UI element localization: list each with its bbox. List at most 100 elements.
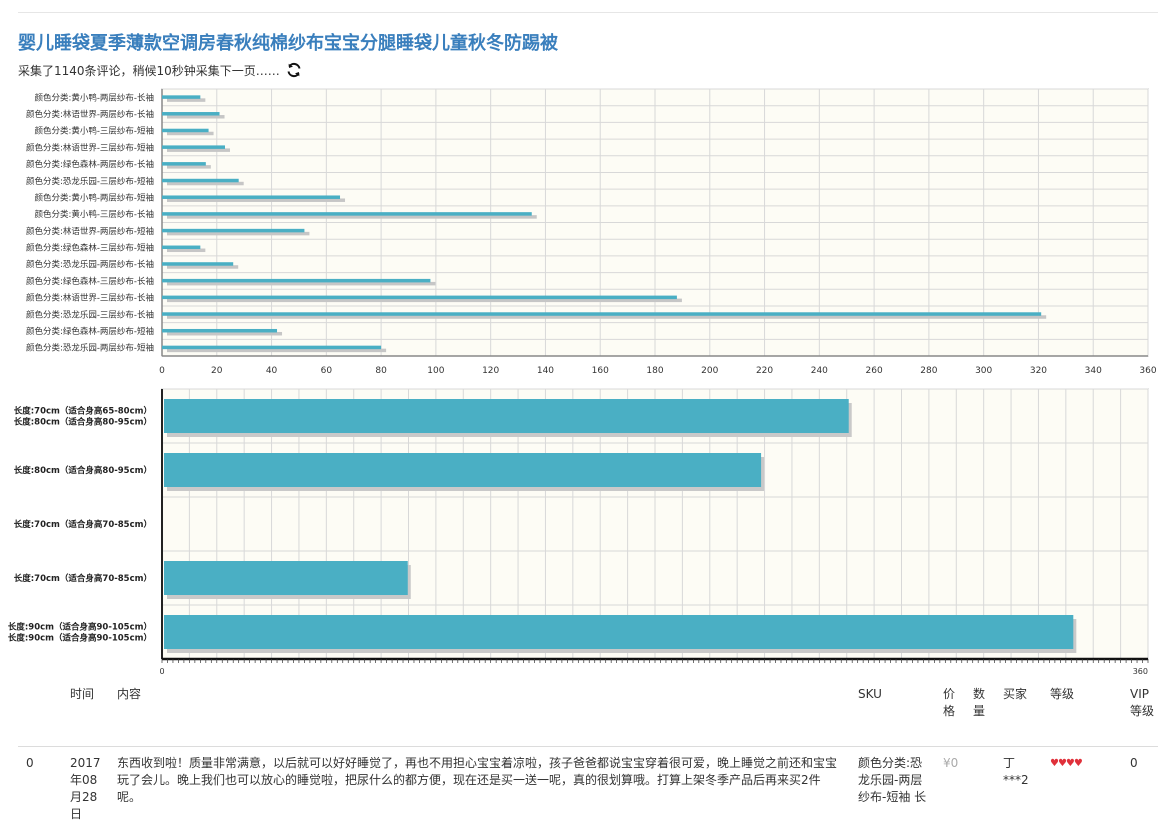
category-label: 长度:90cm（适合身高90-105cm） — [8, 633, 152, 644]
bar — [162, 112, 220, 116]
top-divider — [18, 12, 1158, 13]
category-label: 颜色分类:恐龙乐园-三层纱布-短袖 — [26, 176, 154, 187]
bar — [162, 195, 341, 199]
x-tick-label: 300 — [975, 366, 992, 376]
category-label: 长度:90cm（适合身高90-105cm） — [8, 622, 152, 633]
bar-shadow — [167, 215, 537, 219]
bar-shadow — [167, 265, 239, 269]
category-label: 颜色分类:黄小鸭-三层纱布-长袖 — [35, 209, 155, 220]
x-tick-label: 0 — [159, 366, 165, 376]
x-tick-label: 100 — [427, 366, 444, 376]
category-label: 颜色分类:林语世界-两层纱布-长袖 — [26, 109, 154, 120]
row-vip: 0 — [1130, 756, 1138, 770]
bar-shadow — [167, 131, 214, 136]
x-tick-label: 320 — [1030, 366, 1047, 376]
bar — [162, 345, 382, 350]
category-label: 颜色分类:绿色森林-三层纱布-短袖 — [26, 243, 154, 254]
refresh-icon[interactable] — [286, 62, 302, 78]
sku-color-bar-chart: 0 20 40 60 80 100 120 140 160 180 200 220 240 260 280 3… — [26, 88, 1157, 376]
header-price: 价格 — [943, 687, 956, 718]
bar — [164, 453, 762, 487]
bar — [162, 278, 431, 283]
category-label: 颜色分类:黄小鸭-三层纱布-短袖 — [35, 126, 155, 137]
collection-status: 采集了1140条评论，稍候10秒钟采集下一页…… — [18, 64, 280, 78]
sku-length-bar-chart: 0 360长度:70cm（适合身高65-80cm）长度:80cm（适合身高80-9… — [8, 388, 1149, 676]
bar-shadow — [167, 281, 436, 286]
category-label: 长度:80cm（适合身高80-95cm） — [14, 417, 152, 428]
category-label: 颜色分类:林语世界-三层纱布-短袖 — [26, 142, 154, 153]
row-level-hearts-icon: ♥♥♥♥ — [1050, 758, 1083, 769]
bar-shadow — [167, 165, 211, 169]
category-label: 长度:70cm（适合身高70-85cm） — [14, 573, 152, 584]
bar-shadow — [167, 248, 206, 253]
row-sku: 颜色分类:恐龙乐园-两层纱布-短袖 长 — [858, 756, 927, 804]
category-label: 颜色分类:恐龙乐园-两层纱布-短袖 — [26, 343, 154, 354]
x-tick-label: 140 — [537, 366, 554, 376]
bar-shadow — [167, 148, 230, 152]
row-time: 2017年08月28日 — [70, 756, 101, 821]
row-content: 东西收到啦！质量非常满意，以后就可以好好睡觉了，再也不用担心宝宝着凉啦，孩子爸爸… — [117, 756, 838, 804]
table-row: 0 2017年08月28日 东西收到啦！质量非常满意，以后就可以好好睡觉了，再也… — [0, 755, 1173, 825]
header-qty: 数量 — [973, 687, 986, 718]
category-label: 长度:70cm（适合身高70-85cm） — [14, 519, 152, 530]
category-label: 长度:80cm（适合身高80-95cm） — [14, 465, 152, 476]
x-tick-label: 240 — [811, 366, 828, 376]
header-time: 时间 — [70, 687, 95, 701]
x-tick-label: 20 — [211, 366, 223, 376]
bar — [162, 228, 305, 233]
bar-shadow — [167, 348, 387, 353]
table-header-divider — [18, 746, 1158, 747]
bar — [162, 128, 209, 133]
bar — [162, 95, 201, 99]
category-label: 颜色分类:恐龙乐园-三层纱布-长袖 — [26, 309, 154, 320]
bar-shadow — [167, 198, 346, 202]
bar-shadow — [167, 331, 283, 336]
x-tick-label: 200 — [701, 366, 718, 376]
bar — [162, 328, 278, 333]
x-tick-label: 0 — [159, 667, 164, 676]
category-label: 颜色分类:绿色森林-两层纱布-短袖 — [26, 326, 154, 337]
row-price: ¥0 — [943, 756, 959, 770]
x-tick-label: 360 — [1133, 667, 1148, 676]
x-tick-label: 40 — [266, 366, 278, 376]
category-label: 颜色分类:黄小鸭-两层纱布-短袖 — [35, 192, 155, 203]
bar-shadow — [167, 298, 682, 303]
category-label: 颜色分类:林语世界-三层纱布-长袖 — [26, 293, 154, 304]
x-tick-label: 220 — [756, 366, 773, 376]
x-tick-label: 120 — [482, 366, 499, 376]
x-tick-label: 160 — [592, 366, 609, 376]
bar — [162, 162, 206, 166]
category-label: 颜色分类:绿色森林-两层纱布-长袖 — [26, 159, 154, 170]
bar-shadow — [167, 315, 1047, 319]
category-label: 颜色分类:恐龙乐园-两层纱布-长袖 — [26, 259, 154, 270]
bar — [164, 399, 849, 433]
category-label: 颜色分类:林语世界-两层纱布-短袖 — [26, 226, 154, 237]
row-buyer: 丁***2 — [1003, 756, 1029, 787]
x-tick-label: 60 — [321, 366, 333, 376]
x-tick-label: 180 — [646, 366, 663, 376]
bar-shadow — [167, 98, 206, 102]
bar — [162, 212, 532, 216]
x-tick-label: 340 — [1085, 366, 1102, 376]
category-label: 长度:70cm（适合身高65-80cm） — [14, 406, 152, 417]
bar — [162, 295, 677, 300]
bar — [162, 178, 239, 183]
x-tick-label: 80 — [375, 366, 387, 376]
header-buyer: 买家 — [1003, 687, 1028, 701]
category-label: 颜色分类:绿色森林-三层纱布-长袖 — [26, 276, 154, 287]
bar — [164, 561, 408, 595]
bar-shadow — [167, 181, 244, 186]
row-index: 0 — [26, 756, 34, 770]
x-tick-label: 280 — [920, 366, 937, 376]
header-vip: VIP等级 — [1130, 687, 1155, 718]
table-header: 时间 内容 SKU 价格 数量 买家 等级 VIP等级 — [0, 686, 1173, 742]
page-title: 婴儿睡袋夏季薄款空调房春秋纯棉纱布宝宝分腿睡袋儿童秋冬防踢被 — [18, 33, 558, 54]
bar-shadow — [167, 115, 225, 119]
bar — [162, 145, 225, 149]
x-tick-label: 260 — [866, 366, 883, 376]
header-content: 内容 — [117, 687, 142, 701]
category-label: 颜色分类:黄小鸭-两层纱布-长袖 — [35, 92, 155, 103]
bar — [164, 615, 1074, 649]
bar — [162, 245, 201, 250]
header-level: 等级 — [1050, 687, 1075, 701]
